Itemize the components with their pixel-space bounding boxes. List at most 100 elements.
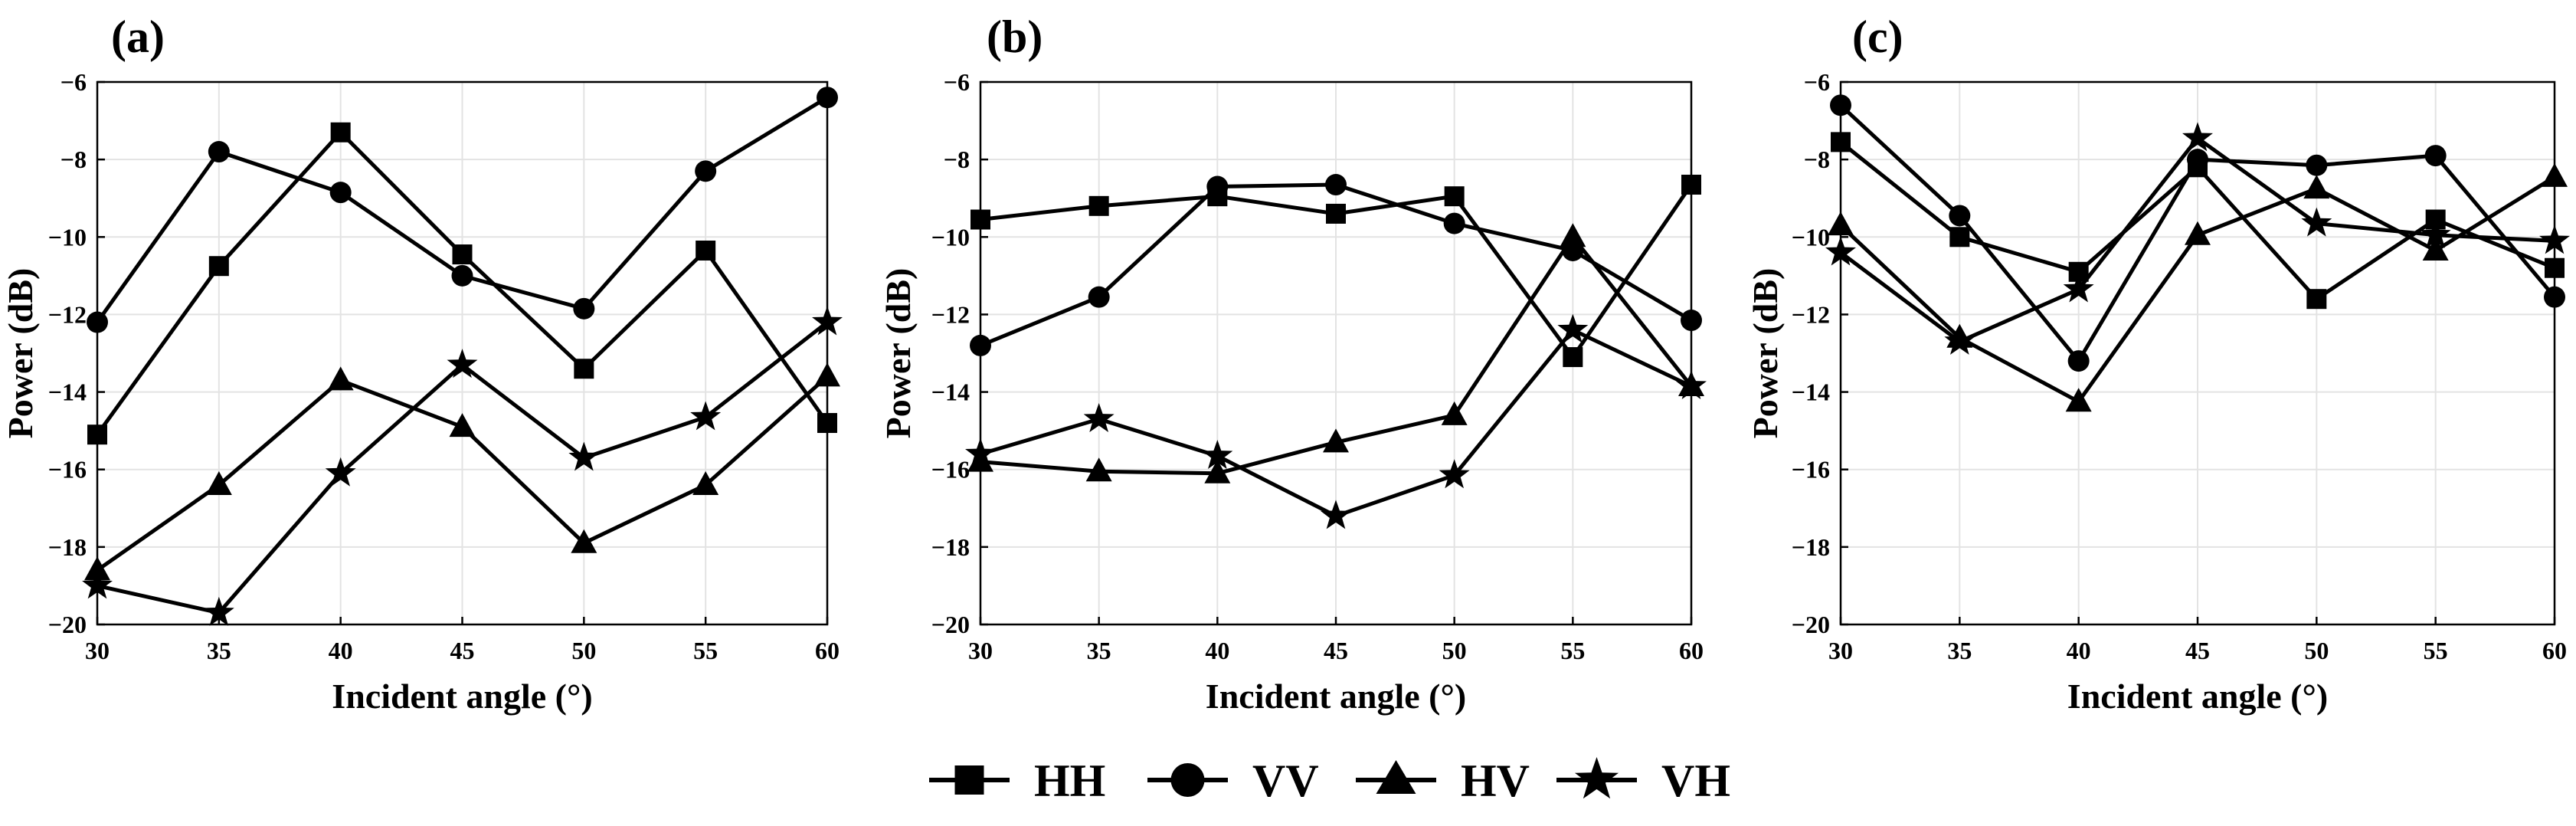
data-point-vv [2544,286,2565,308]
y-tick-label: −18 [931,533,970,561]
legend-entry-hv: HV [1356,756,1530,806]
x-tick-label: 40 [1205,637,1229,664]
legend-label: HV [1461,756,1530,806]
x-tick-label: 30 [968,637,993,664]
data-point-vh [965,438,996,467]
y-axis-title: Power (dB) [1746,268,1785,439]
data-point-vh [2301,207,2332,237]
y-tick-label: −6 [61,68,87,96]
legend-entry-hh: HH [929,756,1105,806]
data-point-vh [1083,402,1115,432]
y-tick-label: −8 [61,146,87,173]
data-point-hv [2422,236,2449,261]
legend-entry-vv: VV [1147,756,1319,806]
y-tick-label: −14 [48,379,87,406]
y-tick-label: −6 [1804,68,1830,96]
data-point-hh [452,244,473,265]
y-tick-label: −8 [944,146,970,173]
x-tick-label: 30 [1828,637,1853,664]
data-point-hh [1949,227,1970,247]
data-point-hv [2542,162,2568,187]
x-tick-label: 60 [2542,637,2567,664]
x-tick-label: 40 [329,637,353,664]
panel-label: (a) [111,11,165,62]
y-tick-label: −20 [1792,611,1830,638]
data-point-hh [2306,289,2327,310]
legend-label: HH [1034,756,1105,806]
y-tick-label: −20 [48,611,87,638]
y-tick-label: −12 [931,300,970,328]
y-tick-label: −10 [48,223,87,251]
data-point-hv [814,362,840,387]
x-tick-label: 35 [1087,637,1111,664]
x-axis-title: Incident angle (°) [1206,677,1466,716]
y-tick-label: −6 [944,68,970,96]
y-tick-label: −16 [48,456,87,483]
x-tick-label: 50 [1442,637,1467,664]
data-point-hh [1088,195,1109,216]
data-point-vh [690,401,722,431]
data-point-hv [1204,459,1231,483]
data-point-hv [2065,388,2092,412]
x-tick-label: 60 [815,637,840,664]
x-axis-title: Incident angle (°) [332,677,592,716]
data-point-vh [1202,440,1233,469]
data-point-hh [971,209,990,230]
y-tick-label: −12 [48,300,87,328]
y-tick-label: −18 [48,533,87,561]
data-point-vv [1206,175,1229,198]
legend-marker-hh [954,765,984,795]
legend-marker-vh [1574,757,1619,799]
data-point-hv [1085,457,1112,482]
y-axis-title: Power (dB) [1,268,40,439]
legend-label: VV [1252,756,1319,806]
data-point-hv [1828,211,1854,236]
data-point-hv [692,470,719,495]
data-point-hv [2303,175,2330,199]
x-tick-label: 35 [1947,637,1972,664]
data-point-hh [817,413,837,434]
y-tick-label: −16 [1792,456,1830,483]
data-point-vv [2424,145,2447,167]
x-tick-label: 40 [2067,637,2091,664]
legend-marker-vv [1170,763,1205,797]
x-tick-label: 55 [2424,637,2448,664]
data-point-hh [1444,186,1465,207]
y-tick-label: −18 [1792,533,1830,561]
x-tick-label: 45 [1324,637,1348,664]
data-point-vh [2539,225,2570,254]
x-tick-label: 45 [450,637,475,664]
x-tick-label: 35 [207,637,231,664]
data-point-hv [327,366,354,391]
y-tick-label: −10 [1792,223,1830,251]
data-point-vv [817,87,838,109]
data-point-vh [82,569,113,599]
data-point-vv [87,311,108,333]
data-point-hh [1326,203,1346,224]
data-point-hh [1831,132,1851,152]
data-point-hv [84,556,110,581]
data-point-vv [970,334,991,356]
data-point-hh [574,359,594,379]
data-point-hv [2185,221,2211,245]
data-point-vv [329,182,352,204]
data-point-vh [1825,236,1856,266]
data-point-vv [2067,350,2090,372]
series-vh [1825,122,2570,355]
data-point-vv [1088,286,1110,308]
data-point-vh [2063,273,2094,303]
panel-label: (b) [987,11,1043,62]
legend-label: VH [1661,756,1730,806]
y-tick-label: −14 [1792,379,1830,406]
series-hh [87,122,837,445]
data-point-hv [1323,428,1349,453]
data-point-hv [571,529,597,553]
data-point-hv [1441,401,1468,425]
series-vh [82,306,843,626]
data-point-hv [205,470,232,495]
panels: 30 35 40 45 50 55 60 −20 −18 −16 −14 −12 −10 −8 −6 Inci… [1,11,2570,716]
panel-1: 30 35 40 45 50 55 60 −20 −18 −16 −14 −12 −10 −8 −6 Inci… [879,11,1707,716]
y-tick-label: −16 [931,456,970,483]
data-point-hh [1563,347,1583,368]
